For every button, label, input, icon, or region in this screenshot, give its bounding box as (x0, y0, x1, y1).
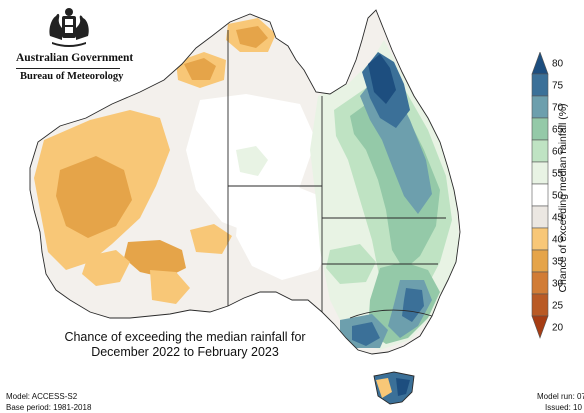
legend-title: Chance of exceeding median rainfall (%) (557, 103, 569, 292)
legend-swatch (531, 73, 549, 97)
model-run-info: Model run: 07 (537, 392, 584, 401)
legend-tick-label: 50 (552, 191, 564, 202)
legend-tick-label: 20 (552, 323, 564, 334)
legend-swatch (531, 315, 549, 339)
legend-swatch (531, 249, 549, 273)
legend-swatch (531, 117, 549, 141)
legend-swatch (531, 95, 549, 119)
legend-tick-label: 60 (552, 147, 564, 158)
state-borders (227, 30, 446, 319)
legend-tick-label: 65 (552, 125, 564, 136)
caption-line-2: December 2022 to February 2023 (91, 345, 279, 359)
bureau-name: Bureau of Meteorology (20, 71, 124, 82)
legend-tick-label: 55 (552, 169, 564, 180)
logo-divider (16, 68, 120, 69)
map-caption: Chance of exceeding the median rainfall … (40, 330, 330, 360)
legend-tick-label: 35 (552, 257, 564, 268)
legend-tick-label: 40 (552, 235, 564, 246)
model-info: Model: ACCESS-S2 (6, 392, 78, 401)
tasmania (373, 371, 415, 405)
legend-swatch (531, 227, 549, 251)
mainland-coastline (29, 9, 461, 355)
caption-line-1: Chance of exceeding the median rainfall … (64, 330, 306, 344)
legend-swatch (531, 52, 549, 75)
bom-logo: Australian Government Bureau of Meteorol… (16, 6, 133, 82)
rainfall-legend: 80 75 70 65 60 55 50 45 40 35 30 25 20 (531, 52, 564, 339)
legend-swatch (531, 271, 549, 295)
legend-swatch (531, 183, 549, 207)
legend-tick-label: 25 (552, 301, 564, 312)
legend-swatch (531, 161, 549, 185)
coat-of-arms-icon (49, 8, 89, 47)
legend-tick-label: 70 (552, 103, 564, 114)
legend-swatch (531, 139, 549, 163)
legend-tick-label: 80 (552, 59, 564, 70)
legend-swatch (531, 293, 549, 317)
base-period-info: Base period: 1981-2018 (6, 403, 92, 412)
legend-tick-label: 30 (552, 279, 564, 290)
legend-tick-label: 45 (552, 213, 564, 224)
legend-tick-label: 75 (552, 81, 564, 92)
government-name: Australian Government (16, 52, 134, 64)
legend-swatch (531, 205, 549, 229)
legend-title-text: Chance of exceeding median rainfall (%) (557, 103, 569, 292)
issued-info: Issued: 10 (545, 403, 582, 412)
